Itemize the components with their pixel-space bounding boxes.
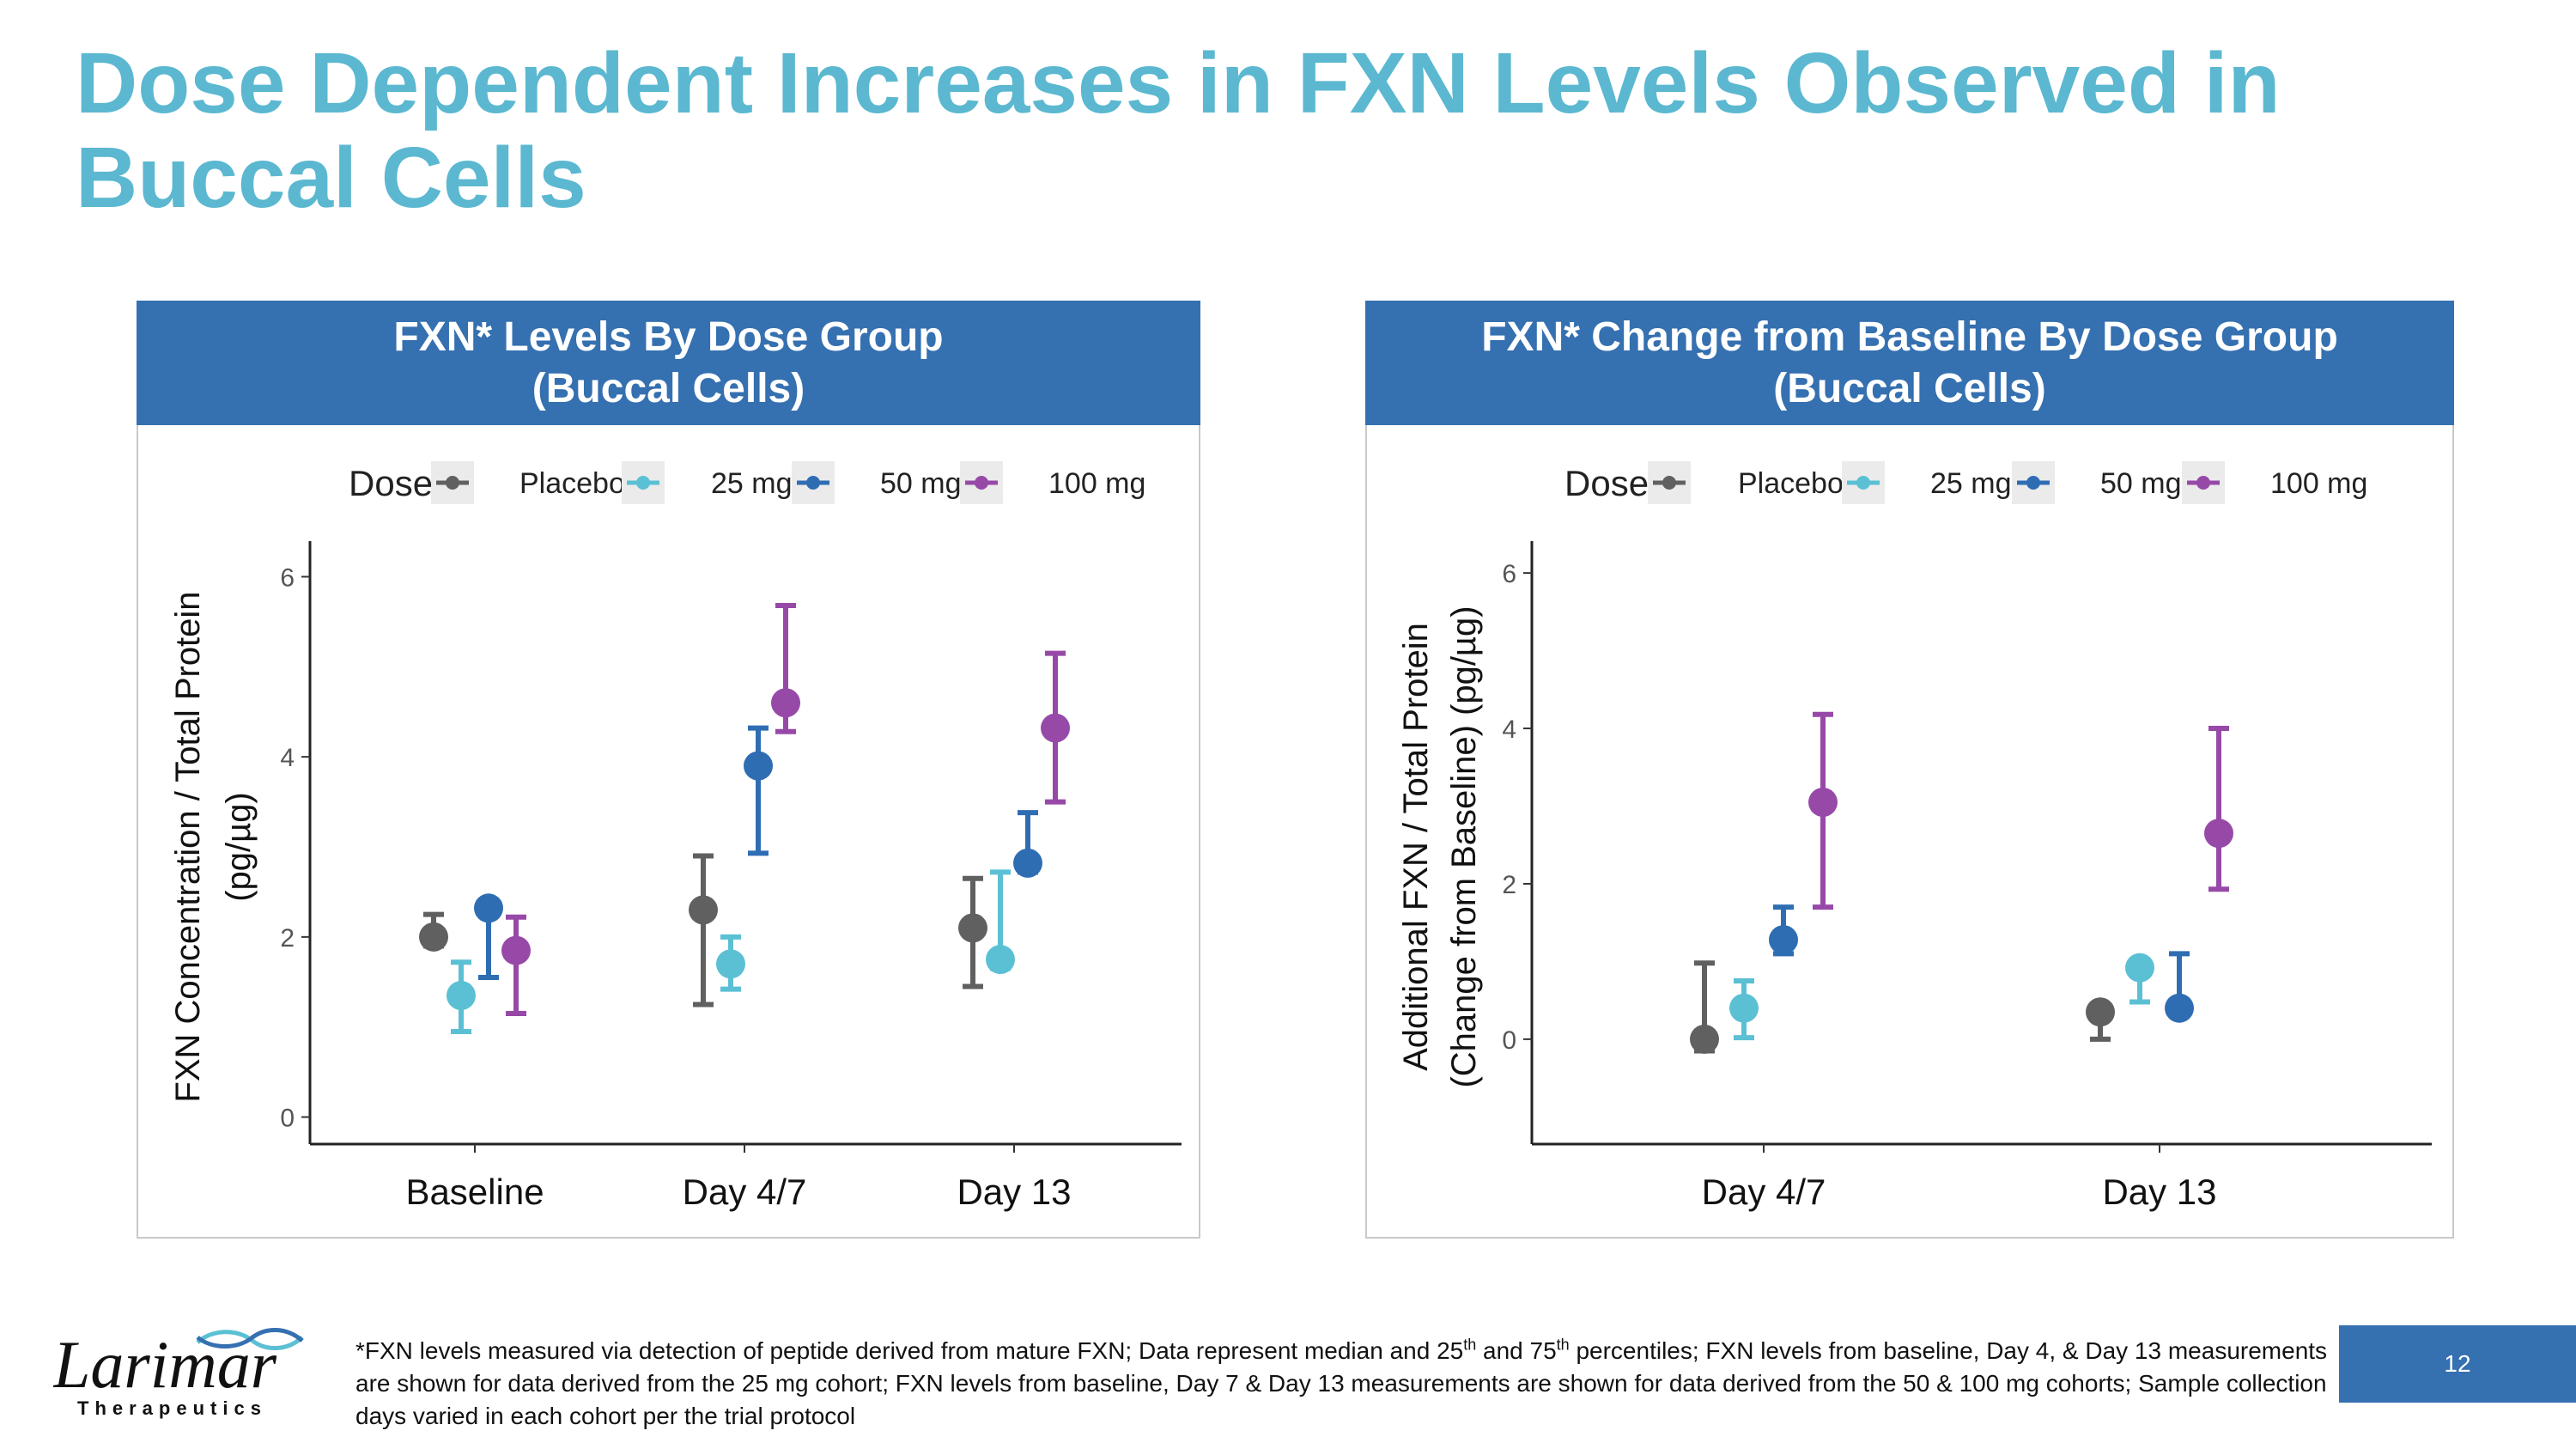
median-point <box>716 949 745 979</box>
legend-item: 25 mg <box>622 461 793 504</box>
logo-name: Larimar <box>53 1327 277 1402</box>
median-point <box>1808 787 1838 817</box>
legend-item: 50 mg <box>792 461 962 504</box>
legend-item: 100 mg <box>960 461 1145 504</box>
series-25-mg <box>1729 953 2154 1041</box>
median-point <box>986 945 1015 975</box>
median-point <box>501 935 531 965</box>
x-tick-label: Day 4/7 <box>683 1172 807 1212</box>
legend-label: 25 mg <box>711 467 793 500</box>
legend-label: 100 mg <box>2270 467 2367 500</box>
series-100-mg <box>501 603 1070 1016</box>
legend-title: Dose <box>1564 463 1649 503</box>
legend-label: Placebo <box>519 467 625 500</box>
legend-item: 25 mg <box>1842 461 2012 504</box>
x-tick-label: Baseline <box>405 1172 544 1212</box>
y-axis-label-line1: FXN Concentration / Total Protein <box>169 591 207 1102</box>
legend-key-dot <box>1662 476 1676 490</box>
chart-header-line1: FXN* Change from Baseline By Dose Group <box>1481 314 2338 360</box>
page-number: 12 <box>2339 1325 2576 1403</box>
median-point <box>2204 819 2233 849</box>
x-tick-label: Day 13 <box>957 1172 1071 1212</box>
logo-subtitle: Therapeutics <box>77 1397 267 1419</box>
y-axis-label-line2: (pg/µg) <box>220 792 258 902</box>
page-title: Dose Dependent Increases in FXN Levels O… <box>76 35 2281 226</box>
legend-key-dot <box>1856 476 1870 490</box>
median-point <box>474 893 503 923</box>
chart-header-change: FXN* Change from Baseline By Dose Group … <box>1365 301 2454 425</box>
chart-change-from-baseline: Dose Placebo 25 mg 50 mg 100 mg 0 2 4 6 Day 4/7 Da… <box>1397 461 2432 1212</box>
legend-item: 100 mg <box>2182 461 2367 504</box>
y-tick-label: 4 <box>1502 715 1516 744</box>
legend-label: 50 mg <box>2100 467 2182 500</box>
median-point <box>419 922 448 952</box>
legend: Dose Placebo 25 mg 50 mg 100 mg <box>1564 461 2367 504</box>
legend-title: Dose <box>349 463 433 503</box>
y-axis-label-line2: (Change from Baseline) (pg/µg) <box>1445 606 1483 1087</box>
legend-label: 25 mg <box>1930 467 2012 500</box>
y-tick-label: 4 <box>280 744 295 772</box>
chart-header-levels: FXN* Levels By Dose Group (Buccal Cells) <box>137 301 1200 425</box>
y-tick-label: 6 <box>280 563 295 592</box>
series-placebo <box>419 853 987 1008</box>
larimar-logo: Larimar Therapeutics <box>53 1327 304 1419</box>
legend-label: Placebo <box>1738 467 1844 500</box>
median-point <box>1729 993 1759 1023</box>
y-tick-label: 0 <box>1502 1026 1516 1055</box>
legend-key-dot <box>2196 476 2210 490</box>
median-point <box>1041 713 1070 743</box>
median-point <box>447 981 476 1010</box>
legend-item: 50 mg <box>2012 461 2182 504</box>
legend: Dose Placebo 25 mg 50 mg 100 mg <box>349 461 1145 504</box>
legend-key-dot <box>636 476 650 490</box>
y-tick-label: 6 <box>1502 560 1516 588</box>
footnote: *FXN levels measured via detection of pe… <box>355 1336 2328 1429</box>
series-25-mg <box>447 869 1015 1034</box>
legend-label: 100 mg <box>1048 467 1145 500</box>
median-point <box>2125 953 2154 983</box>
median-point <box>1769 925 1798 955</box>
chart-header-line2: (Buccal Cells) <box>1773 365 2046 411</box>
x-tick-label: Day 4/7 <box>1702 1172 1826 1212</box>
y-tick-label: 0 <box>280 1105 295 1133</box>
median-point <box>689 895 718 925</box>
median-point <box>1013 848 1042 878</box>
chart-header-line1: FXN* Levels By Dose Group <box>393 314 944 360</box>
y-tick-label: 2 <box>280 924 295 953</box>
legend-key-dot <box>806 476 820 490</box>
legend-key-dot <box>975 476 988 490</box>
legend-key-dot <box>446 476 459 490</box>
chart-panel-change: FXN* Change from Baseline By Dose Group … <box>1365 301 2454 1239</box>
series-50-mg <box>1769 904 2194 1023</box>
logo-helix-icon <box>196 1327 304 1351</box>
median-point <box>771 688 800 718</box>
median-point <box>958 913 987 943</box>
series-100-mg <box>1808 711 2233 910</box>
series-placebo <box>1690 960 2115 1054</box>
median-point <box>2165 993 2194 1023</box>
legend-label: 50 mg <box>880 467 962 500</box>
median-point <box>2086 997 2115 1027</box>
series-50-mg <box>474 725 1042 981</box>
median-point <box>1690 1024 1719 1054</box>
legend-key-dot <box>2026 476 2040 490</box>
y-axis-label-line1: Additional FXN / Total Protein <box>1397 623 1435 1071</box>
x-tick-label: Day 13 <box>2102 1172 2216 1212</box>
chart-levels-by-dose: Dose Placebo 25 mg 50 mg 100 mg 0 2 4 6 Baseline D… <box>169 461 1182 1212</box>
chart-header-line2: (Buccal Cells) <box>532 365 805 411</box>
chart-panel-levels: FXN* Levels By Dose Group (Buccal Cells)… <box>137 301 1200 1239</box>
legend-item: Placebo <box>431 461 625 504</box>
legend-item: Placebo <box>1648 461 1844 504</box>
y-tick-label: 2 <box>1502 871 1516 899</box>
median-point <box>744 751 773 781</box>
